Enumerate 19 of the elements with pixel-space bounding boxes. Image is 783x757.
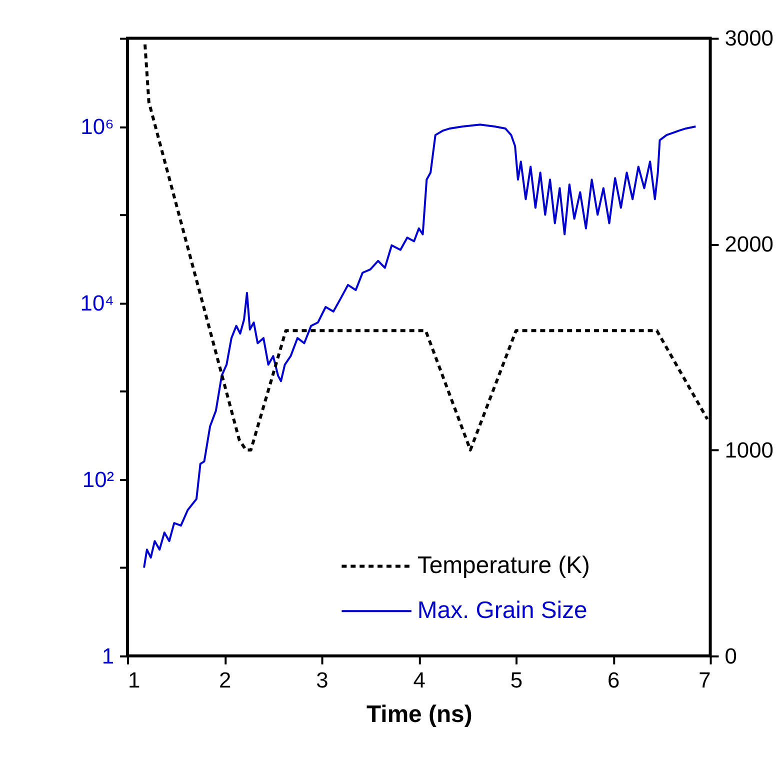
x-tick-label: 2	[219, 667, 232, 692]
y2-tick-label: 1000	[724, 437, 774, 462]
x-tick-label: 3	[316, 667, 328, 692]
y-tick-label: 10²	[82, 466, 114, 492]
y-tick-label: 10⁶	[80, 114, 114, 139]
legend-label: Max. Grain Size	[417, 597, 588, 624]
x-tick-label: 7	[698, 667, 711, 692]
x-tick-label: 5	[510, 667, 523, 692]
y-tick-label: 1	[102, 643, 114, 668]
y2-tick-label: 0	[724, 643, 737, 668]
y2-tick-label: 3000	[724, 26, 774, 51]
x-tick-label: 1	[128, 667, 140, 692]
line-series	[144, 42, 709, 452]
x-tick-label: 6	[608, 667, 620, 692]
y2-tick-label: 2000	[724, 232, 774, 257]
x-tick-label: 4	[413, 667, 426, 692]
legend-label: Temperature (K)	[417, 552, 590, 580]
x-axis-title: Time (ns)	[366, 701, 472, 728]
y-tick-label: 10⁴	[80, 290, 114, 316]
